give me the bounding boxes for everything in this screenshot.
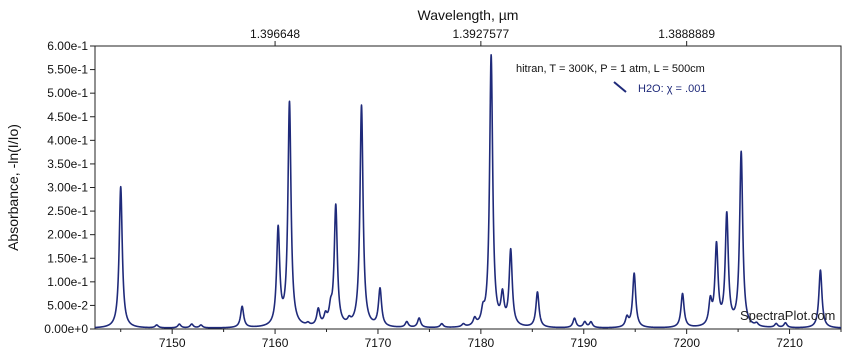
- y-tick-label: 0.00e+0: [44, 322, 88, 336]
- x-tick-label: 7200: [673, 336, 700, 350]
- top-tick-label: 1.396648: [250, 27, 300, 41]
- x-tick-label: 7160: [262, 336, 289, 350]
- top-tick-label: 1.3888889: [658, 27, 715, 41]
- y-tick-label: 4.00e-1: [47, 133, 88, 147]
- y-tick-label: 5.50e-1: [47, 63, 88, 77]
- x-tick-label: 7170: [365, 336, 392, 350]
- x-axis-ticks: 7150 7160 7170 7180 7190 7200 7210: [120, 329, 842, 350]
- top-axis-ticks: 1.396648 1.3927577 1.3888889: [250, 27, 715, 46]
- y-tick-label: 2.50e-1: [47, 204, 88, 218]
- y-tick-label: 3.00e-1: [47, 181, 88, 195]
- series-line-h2o: [94, 54, 842, 329]
- y-axis-ticks: 0.00e+0 5.00e-2 1.00e-1 1.50e-1 2.00e-1 2.50e…: [44, 39, 95, 336]
- top-axis-title: Wavelength, µm: [418, 7, 519, 23]
- top-tick-label: 1.3927577: [452, 27, 509, 41]
- chart-annotation: hitran, T = 300K, P = 1 atm, L = 500cm: [516, 63, 705, 75]
- watermark: SpectraPlot.com: [740, 308, 835, 323]
- y-tick-label: 4.50e-1: [47, 110, 88, 124]
- x-tick-label: 7190: [570, 336, 597, 350]
- y-tick-label: 1.50e-1: [47, 251, 88, 265]
- x-tick-label: 7180: [468, 336, 495, 350]
- x-tick-label: 7150: [159, 336, 186, 350]
- y-tick-label: 3.50e-1: [47, 157, 88, 171]
- y-tick-label: 5.00e-1: [47, 86, 88, 100]
- legend-swatch: [613, 81, 627, 93]
- x-tick-label: 7210: [776, 336, 803, 350]
- legend-label: H2O: χ = .001: [638, 83, 706, 95]
- y-axis-title: Absorbance, -ln(I/Io): [5, 124, 21, 251]
- y-tick-label: 1.00e-1: [47, 275, 88, 289]
- y-tick-label: 5.00e-2: [47, 298, 88, 312]
- y-tick-label: 6.00e-1: [47, 39, 88, 53]
- y-tick-label: 2.00e-1: [47, 228, 88, 242]
